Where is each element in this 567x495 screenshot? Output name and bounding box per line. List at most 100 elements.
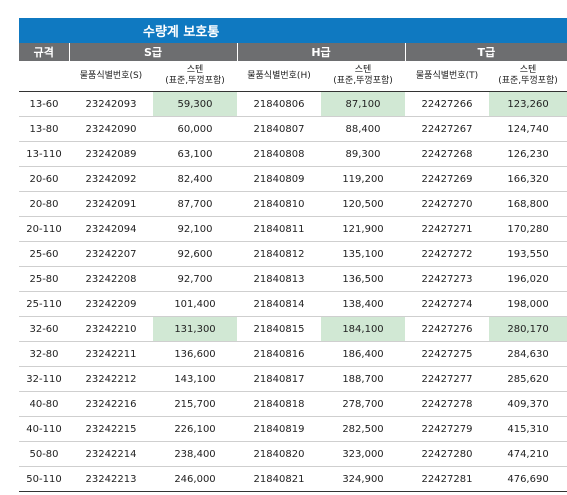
- item-t-header: 물품식별번호(T): [405, 61, 489, 92]
- t-price-cell: 415,310: [489, 416, 567, 442]
- t-price-cell: 474,210: [489, 441, 567, 467]
- title-row: 수량계 보호통: [19, 18, 567, 43]
- spec-cell: 32-110: [19, 366, 69, 392]
- t-id-cell: 22427281: [405, 466, 489, 492]
- item-h-header: 물품식별번호(H): [237, 61, 321, 92]
- spec-cell: 50-110: [19, 466, 69, 492]
- s-price-cell: 101,400: [153, 291, 237, 317]
- table-row: 50-80 23242214 238,400 21840820 323,000 …: [19, 441, 567, 467]
- s-id-cell: 23242093: [69, 91, 153, 117]
- s-price-cell: 215,700: [153, 391, 237, 417]
- h-price-cell: 323,000: [321, 441, 405, 467]
- h-id-cell: 21840813: [237, 266, 321, 292]
- s-price-cell: 92,700: [153, 266, 237, 292]
- s-price-cell: 63,100: [153, 141, 237, 167]
- t-price-cell: 166,320: [489, 166, 567, 192]
- s-id-cell: 23242090: [69, 116, 153, 142]
- h-id-cell: 21840814: [237, 291, 321, 317]
- steel-h-header: 스텐 (표준,뚜껑포함): [321, 61, 405, 92]
- spec-cell: 32-60: [19, 316, 69, 342]
- t-price-cell: 280,170: [489, 316, 567, 342]
- t-id-cell: 22427266: [405, 91, 489, 117]
- h-price-cell: 278,700: [321, 391, 405, 417]
- table-row: 13-110 23242089 63,100 21840808 89,300 2…: [19, 141, 567, 167]
- spec-cell: 20-60: [19, 166, 69, 192]
- s-price-cell: 87,700: [153, 191, 237, 217]
- h-price-cell: 282,500: [321, 416, 405, 442]
- table-row: 20-110 23242094 92,100 21840811 121,900 …: [19, 216, 567, 242]
- h-id-cell: 21840818: [237, 391, 321, 417]
- t-price-cell: 476,690: [489, 466, 567, 492]
- h-price-cell: 324,900: [321, 466, 405, 492]
- s-id-cell: 23242209: [69, 291, 153, 317]
- spec-header: 규격: [19, 43, 69, 61]
- h-price-cell: 136,500: [321, 266, 405, 292]
- t-price-cell: 126,230: [489, 141, 567, 167]
- s-id-cell: 23242094: [69, 216, 153, 242]
- spec-cell: 13-80: [19, 116, 69, 142]
- table-row: 40-80 23242216 215,700 21840818 278,700 …: [19, 391, 567, 417]
- spec-subheader: [19, 61, 69, 92]
- s-price-cell: 92,100: [153, 216, 237, 242]
- spec-cell: 20-80: [19, 191, 69, 217]
- steel-s-line2: (표준,뚜껑포함): [165, 76, 225, 86]
- s-price-cell: 82,400: [153, 166, 237, 192]
- table-row: 32-110 23242212 143,100 21840817 188,700…: [19, 366, 567, 392]
- h-id-cell: 21840815: [237, 316, 321, 342]
- t-price-cell: 409,370: [489, 391, 567, 417]
- table-row: 13-80 23242090 60,000 21840807 88,400 22…: [19, 116, 567, 142]
- h-id-cell: 21840821: [237, 466, 321, 492]
- s-id-cell: 23242092: [69, 166, 153, 192]
- h-price-cell: 188,700: [321, 366, 405, 392]
- s-id-cell: 23242212: [69, 366, 153, 392]
- spec-cell: 32-80: [19, 341, 69, 367]
- grade-t-header: T급: [404, 43, 567, 61]
- t-id-cell: 22427279: [405, 416, 489, 442]
- s-id-cell: 23242207: [69, 241, 153, 267]
- h-id-cell: 21840811: [237, 216, 321, 242]
- s-price-cell: 143,100: [153, 366, 237, 392]
- spec-cell: 40-110: [19, 416, 69, 442]
- steel-h-line1: 스텐: [354, 65, 372, 75]
- h-id-cell: 21840817: [237, 366, 321, 392]
- spec-cell: 20-110: [19, 216, 69, 242]
- s-id-cell: 23242208: [69, 266, 153, 292]
- table-row: 32-60 23242210 131,300 21840815 184,100 …: [19, 316, 567, 342]
- table-row: 13-60 23242093 59,300 21840806 87,100 22…: [19, 91, 567, 117]
- t-price-cell: 198,000: [489, 291, 567, 317]
- spec-cell: 25-60: [19, 241, 69, 267]
- table-row: 25-80 23242208 92,700 21840813 136,500 2…: [19, 266, 567, 292]
- s-id-cell: 23242213: [69, 466, 153, 492]
- t-id-cell: 22427271: [405, 216, 489, 242]
- h-id-cell: 21840819: [237, 416, 321, 442]
- spec-cell: 25-110: [19, 291, 69, 317]
- steel-h-line2: (표준,뚜껑포함): [333, 76, 393, 86]
- h-price-cell: 87,100: [321, 91, 405, 117]
- table-row: 50-110 23242213 246,000 21840821 324,900…: [19, 466, 567, 492]
- t-id-cell: 22427269: [405, 166, 489, 192]
- t-id-cell: 22427272: [405, 241, 489, 267]
- h-price-cell: 135,100: [321, 241, 405, 267]
- h-id-cell: 21840807: [237, 116, 321, 142]
- h-id-cell: 21840810: [237, 191, 321, 217]
- h-id-cell: 21840816: [237, 341, 321, 367]
- h-id-cell: 21840809: [237, 166, 321, 192]
- h-id-cell: 21840808: [237, 141, 321, 167]
- s-price-cell: 238,400: [153, 441, 237, 467]
- table-row: 20-80 23242091 87,700 21840810 120,500 2…: [19, 191, 567, 217]
- s-price-cell: 136,600: [153, 341, 237, 367]
- steel-t-line2: (표준,뚜껑포함): [498, 76, 558, 86]
- h-id-cell: 21840806: [237, 91, 321, 117]
- spec-cell: 13-110: [19, 141, 69, 167]
- t-price-cell: 285,620: [489, 366, 567, 392]
- s-id-cell: 23242211: [69, 341, 153, 367]
- s-price-cell: 246,000: [153, 466, 237, 492]
- t-id-cell: 22427273: [405, 266, 489, 292]
- h-price-cell: 121,900: [321, 216, 405, 242]
- table-row: 20-60 23242092 82,400 21840809 119,200 2…: [19, 166, 567, 192]
- h-price-cell: 119,200: [321, 166, 405, 192]
- h-price-cell: 89,300: [321, 141, 405, 167]
- s-id-cell: 23242215: [69, 416, 153, 442]
- grade-header-row: 규격 S급 H급 T급: [19, 43, 567, 61]
- t-id-cell: 22427275: [405, 341, 489, 367]
